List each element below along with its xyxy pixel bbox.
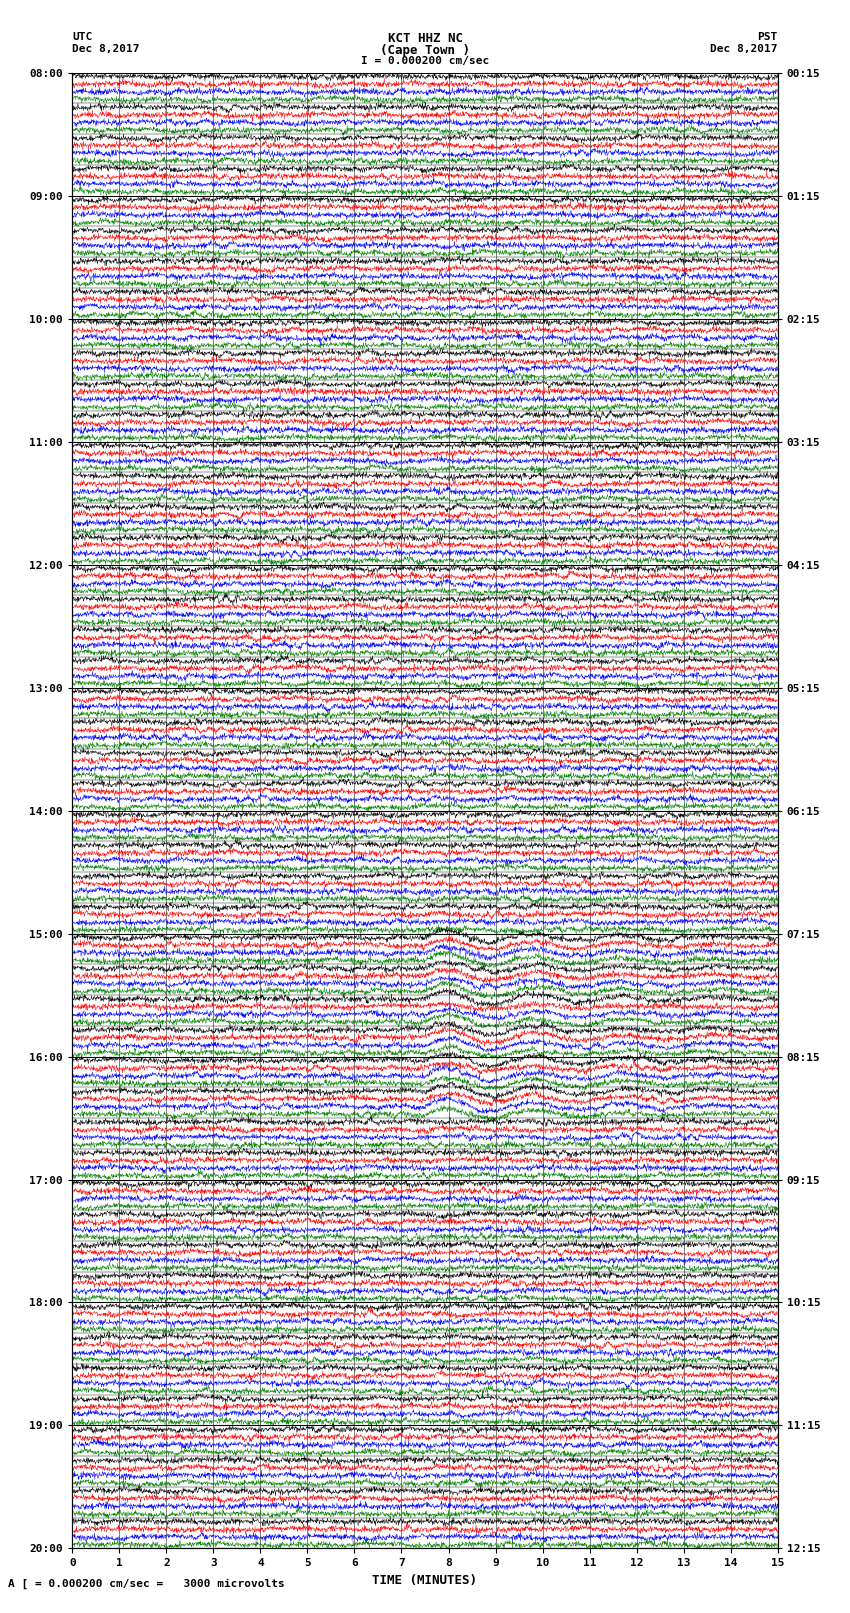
Text: KCT HHZ NC: KCT HHZ NC: [388, 32, 462, 45]
Text: Dec 8,2017: Dec 8,2017: [72, 44, 139, 53]
Text: PST: PST: [757, 32, 778, 42]
Text: A [ = 0.000200 cm/sec =   3000 microvolts: A [ = 0.000200 cm/sec = 3000 microvolts: [8, 1579, 286, 1589]
Text: (Cape Town ): (Cape Town ): [380, 44, 470, 56]
X-axis label: TIME (MINUTES): TIME (MINUTES): [372, 1574, 478, 1587]
Text: I = 0.000200 cm/sec: I = 0.000200 cm/sec: [361, 56, 489, 66]
Text: Dec 8,2017: Dec 8,2017: [711, 44, 778, 53]
Text: UTC: UTC: [72, 32, 93, 42]
